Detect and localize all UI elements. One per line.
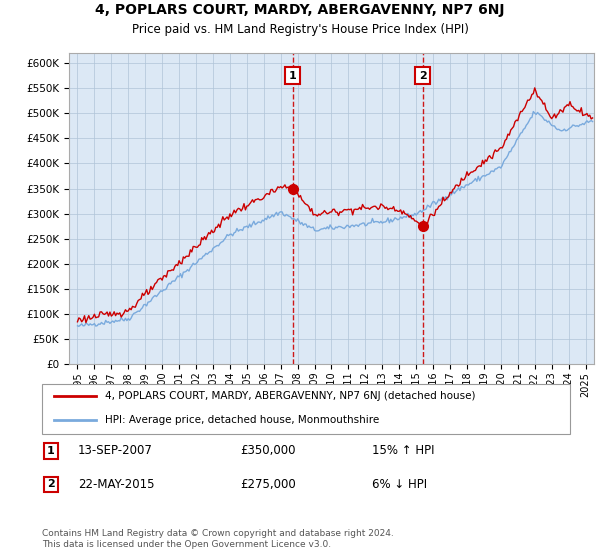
Text: 22-MAY-2015: 22-MAY-2015	[78, 478, 155, 491]
Text: 1: 1	[47, 446, 55, 456]
Text: HPI: Average price, detached house, Monmouthshire: HPI: Average price, detached house, Monm…	[105, 415, 379, 425]
Text: £350,000: £350,000	[240, 444, 296, 458]
Text: 2: 2	[419, 71, 427, 81]
Text: 15% ↑ HPI: 15% ↑ HPI	[372, 444, 434, 458]
Text: Contains HM Land Registry data © Crown copyright and database right 2024.
This d: Contains HM Land Registry data © Crown c…	[42, 529, 394, 549]
Text: £275,000: £275,000	[240, 478, 296, 491]
Text: 4, POPLARS COURT, MARDY, ABERGAVENNY, NP7 6NJ: 4, POPLARS COURT, MARDY, ABERGAVENNY, NP…	[95, 3, 505, 17]
Text: 4, POPLARS COURT, MARDY, ABERGAVENNY, NP7 6NJ (detached house): 4, POPLARS COURT, MARDY, ABERGAVENNY, NP…	[105, 391, 476, 401]
Text: 2: 2	[47, 479, 55, 489]
Text: 1: 1	[289, 71, 296, 81]
Text: 13-SEP-2007: 13-SEP-2007	[78, 444, 153, 458]
Text: Price paid vs. HM Land Registry's House Price Index (HPI): Price paid vs. HM Land Registry's House …	[131, 24, 469, 36]
Text: 6% ↓ HPI: 6% ↓ HPI	[372, 478, 427, 491]
